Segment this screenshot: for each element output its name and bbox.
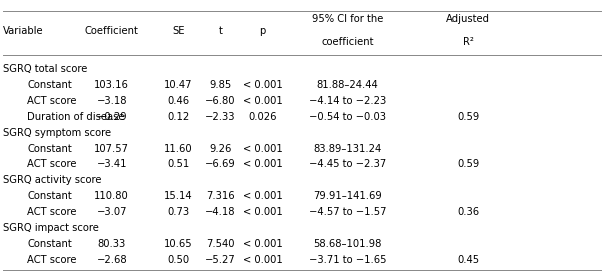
- Text: −3.41: −3.41: [97, 159, 127, 170]
- Text: 58.68–101.98: 58.68–101.98: [313, 239, 382, 249]
- Text: −4.45 to −2.37: −4.45 to −2.37: [309, 159, 386, 170]
- Text: 0.51: 0.51: [167, 159, 189, 170]
- Text: 0.59: 0.59: [457, 112, 479, 122]
- Text: 0.026: 0.026: [248, 112, 277, 122]
- Text: ACT score: ACT score: [27, 96, 77, 106]
- Text: t: t: [219, 26, 222, 36]
- Text: −5.27: −5.27: [205, 255, 236, 265]
- Text: Duration of disease: Duration of disease: [27, 112, 124, 122]
- Text: < 0.001: < 0.001: [243, 80, 283, 90]
- Text: −4.57 to −1.57: −4.57 to −1.57: [309, 207, 386, 217]
- Text: Constant: Constant: [27, 191, 72, 201]
- Text: −3.18: −3.18: [97, 96, 127, 106]
- Text: 0.50: 0.50: [167, 255, 189, 265]
- Text: SGRQ symptom score: SGRQ symptom score: [3, 128, 111, 138]
- Text: −3.71 to −1.65: −3.71 to −1.65: [309, 255, 386, 265]
- Text: 107.57: 107.57: [94, 144, 129, 154]
- Text: 0.73: 0.73: [167, 207, 189, 217]
- Text: ACT score: ACT score: [27, 159, 77, 170]
- Text: < 0.001: < 0.001: [243, 191, 283, 201]
- Text: R²: R²: [463, 37, 474, 47]
- Text: 110.80: 110.80: [94, 191, 129, 201]
- Text: SE: SE: [172, 26, 184, 36]
- Text: Adjusted: Adjusted: [446, 14, 490, 24]
- Text: Constant: Constant: [27, 239, 72, 249]
- Text: SGRQ total score: SGRQ total score: [3, 64, 88, 74]
- Text: 7.316: 7.316: [206, 191, 235, 201]
- Text: −0.29: −0.29: [97, 112, 127, 122]
- Text: 80.33: 80.33: [98, 239, 126, 249]
- Text: < 0.001: < 0.001: [243, 239, 283, 249]
- Text: −6.80: −6.80: [205, 96, 236, 106]
- Text: 0.36: 0.36: [457, 207, 479, 217]
- Text: −2.33: −2.33: [205, 112, 236, 122]
- Text: ACT score: ACT score: [27, 207, 77, 217]
- Text: 15.14: 15.14: [164, 191, 193, 201]
- Text: < 0.001: < 0.001: [243, 207, 283, 217]
- Text: −2.68: −2.68: [97, 255, 127, 265]
- Text: SGRQ activity score: SGRQ activity score: [3, 175, 101, 185]
- Text: Variable: Variable: [3, 26, 43, 36]
- Text: < 0.001: < 0.001: [243, 144, 283, 154]
- Text: −0.54 to −0.03: −0.54 to −0.03: [309, 112, 386, 122]
- Text: coefficient: coefficient: [321, 37, 373, 47]
- Text: 79.91–141.69: 79.91–141.69: [313, 191, 382, 201]
- Text: −6.69: −6.69: [205, 159, 236, 170]
- Text: 95% CI for the: 95% CI for the: [312, 14, 383, 24]
- Text: p: p: [260, 26, 266, 36]
- Text: 10.47: 10.47: [164, 80, 193, 90]
- Text: 0.46: 0.46: [167, 96, 189, 106]
- Text: 9.26: 9.26: [209, 144, 232, 154]
- Text: Constant: Constant: [27, 144, 72, 154]
- Text: 10.65: 10.65: [164, 239, 193, 249]
- Text: Coefficient: Coefficient: [85, 26, 139, 36]
- Text: Constant: Constant: [27, 80, 72, 90]
- Text: < 0.001: < 0.001: [243, 96, 283, 106]
- Text: 11.60: 11.60: [164, 144, 193, 154]
- Text: −4.14 to −2.23: −4.14 to −2.23: [309, 96, 386, 106]
- Text: 7.540: 7.540: [206, 239, 235, 249]
- Text: 9.85: 9.85: [210, 80, 231, 90]
- Text: −4.18: −4.18: [205, 207, 236, 217]
- Text: < 0.001: < 0.001: [243, 255, 283, 265]
- Text: 81.88–24.44: 81.88–24.44: [316, 80, 378, 90]
- Text: SGRQ impact score: SGRQ impact score: [3, 223, 99, 233]
- Text: 0.45: 0.45: [457, 255, 479, 265]
- Text: 0.12: 0.12: [167, 112, 189, 122]
- Text: ACT score: ACT score: [27, 255, 77, 265]
- Text: −3.07: −3.07: [97, 207, 127, 217]
- Text: 103.16: 103.16: [94, 80, 129, 90]
- Text: < 0.001: < 0.001: [243, 159, 283, 170]
- Text: 83.89–131.24: 83.89–131.24: [313, 144, 381, 154]
- Text: 0.59: 0.59: [457, 159, 479, 170]
